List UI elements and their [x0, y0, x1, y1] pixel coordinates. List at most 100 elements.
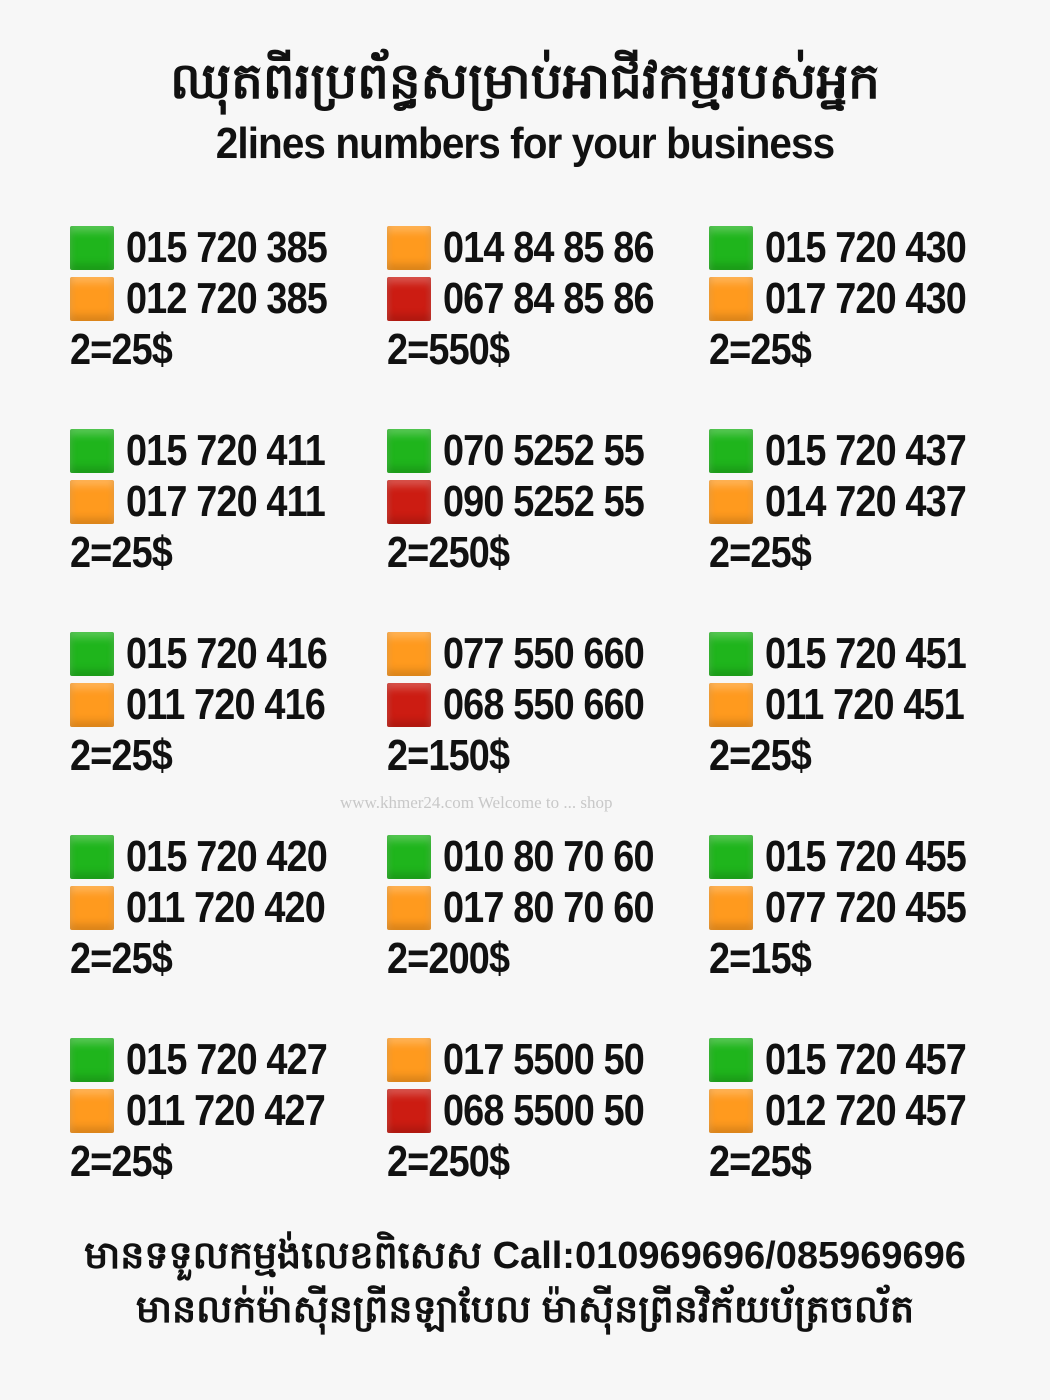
- phone-line: 010 80 70 60: [387, 831, 687, 882]
- operator-color-square-icon: [70, 276, 114, 321]
- set-price: 2=250$: [387, 528, 510, 577]
- operator-color-square-icon: [387, 834, 431, 879]
- number-set: 014 84 85 86 067 84 85 86 2=550$: [387, 222, 687, 376]
- phone-number: 015 720 411: [126, 426, 326, 475]
- number-set: 010 80 70 60 017 80 70 60 2=200$: [387, 831, 687, 985]
- set-price: 2=25$: [70, 1137, 173, 1186]
- phone-line: 068 5500 50: [387, 1085, 687, 1136]
- phone-number: 017 720 430: [765, 274, 967, 323]
- phone-number: 015 720 416: [126, 629, 328, 678]
- operator-color-square-icon: [387, 428, 431, 473]
- set-price: 2=25$: [709, 731, 812, 780]
- number-set: 015 720 430 017 720 430 2=25$: [709, 222, 1009, 376]
- number-set: 077 550 660 068 550 660 2=150$: [387, 628, 687, 782]
- operator-color-square-icon: [709, 1037, 753, 1082]
- phone-number: 011 720 427: [126, 1086, 326, 1135]
- number-set: 070 5252 55 090 5252 55 2=250$: [387, 425, 687, 579]
- phone-line: 014 720 437: [709, 476, 1009, 527]
- phone-line: 017 80 70 60: [387, 882, 687, 933]
- number-set: 015 720 437 014 720 437 2=25$: [709, 425, 1009, 579]
- phone-number: 015 720 420: [126, 832, 328, 881]
- operator-color-square-icon: [387, 479, 431, 524]
- set-price: 2=25$: [709, 1137, 812, 1186]
- phone-line: 015 720 416: [70, 628, 370, 679]
- phone-line: 011 720 451: [709, 679, 1009, 730]
- footer-call-line: មានទទួលកម្មង់លេខពិសេស Call:010969696/085…: [84, 1235, 966, 1277]
- number-set: 015 720 451 011 720 451 2=25$: [709, 628, 1009, 782]
- phone-line: 015 720 411: [70, 425, 370, 476]
- set-price: 2=150$: [387, 731, 510, 780]
- phone-line: 090 5252 55: [387, 476, 687, 527]
- phone-line: 015 720 427: [70, 1034, 370, 1085]
- phone-line: 011 720 427: [70, 1085, 370, 1136]
- title-khmer: ឈុតពីរប្រព័ន្ធសម្រាប់អាជីវកម្មរបស់អ្នក: [170, 53, 880, 109]
- watermark: www.khmer24.com Welcome to ... shop: [340, 793, 613, 812]
- phone-line: 015 720 451: [709, 628, 1009, 679]
- phone-line: 070 5252 55: [387, 425, 687, 476]
- phone-number: 010 80 70 60: [443, 832, 654, 881]
- operator-color-square-icon: [70, 225, 114, 270]
- operator-color-square-icon: [709, 225, 753, 270]
- phone-line: 017 720 411: [70, 476, 370, 527]
- number-set: 015 720 420 011 720 420 2=25$: [70, 831, 370, 985]
- operator-color-square-icon: [70, 885, 114, 930]
- number-set: 015 720 416 011 720 416 2=25$: [70, 628, 370, 782]
- phone-line: 015 720 437: [709, 425, 1009, 476]
- phone-number: 068 5500 50: [443, 1086, 645, 1135]
- operator-color-square-icon: [709, 276, 753, 321]
- phone-line: 077 720 455: [709, 882, 1009, 933]
- phone-number: 077 550 660: [443, 629, 645, 678]
- phone-number: 015 720 455: [765, 832, 967, 881]
- operator-color-square-icon: [387, 631, 431, 676]
- phone-line: 015 720 457: [709, 1034, 1009, 1085]
- phone-line: 015 720 385: [70, 222, 370, 273]
- footer-printer-line: មានលក់ម៉ាស៊ីនព្រីនឡាបែល ម៉ាស៊ីនព្រីនវិក័…: [135, 1289, 915, 1331]
- operator-color-square-icon: [70, 834, 114, 879]
- phone-line: 015 720 430: [709, 222, 1009, 273]
- phone-number: 014 84 85 86: [443, 223, 654, 272]
- operator-color-square-icon: [387, 276, 431, 321]
- set-price: 2=250$: [387, 1137, 510, 1186]
- operator-color-square-icon: [709, 834, 753, 879]
- operator-color-square-icon: [709, 682, 753, 727]
- operator-color-square-icon: [70, 1088, 114, 1133]
- operator-color-square-icon: [70, 631, 114, 676]
- phone-line: 011 720 416: [70, 679, 370, 730]
- phone-number: 015 720 385: [126, 223, 328, 272]
- number-sets-grid: 015 720 385 012 720 385 2=25$ 014 84 85 86 0…: [0, 222, 1050, 1202]
- set-price: 2=25$: [709, 325, 812, 374]
- phone-number: 017 80 70 60: [443, 883, 654, 932]
- phone-number: 014 720 437: [765, 477, 967, 526]
- operator-color-square-icon: [709, 885, 753, 930]
- phone-line: 011 720 420: [70, 882, 370, 933]
- operator-color-square-icon: [70, 479, 114, 524]
- phone-number: 015 720 437: [765, 426, 967, 475]
- operator-color-square-icon: [387, 885, 431, 930]
- number-set: 015 720 457 012 720 457 2=25$: [709, 1034, 1009, 1188]
- phone-line: 012 720 385: [70, 273, 370, 324]
- phone-number: 017 5500 50: [443, 1035, 645, 1084]
- phone-number: 068 550 660: [443, 680, 645, 729]
- phone-line: 015 720 420: [70, 831, 370, 882]
- phone-number: 012 720 457: [765, 1086, 967, 1135]
- phone-number: 015 720 457: [765, 1035, 967, 1084]
- phone-number: 090 5252 55: [443, 477, 645, 526]
- operator-color-square-icon: [387, 682, 431, 727]
- phone-line: 012 720 457: [709, 1085, 1009, 1136]
- phone-line: 068 550 660: [387, 679, 687, 730]
- phone-number: 015 720 427: [126, 1035, 328, 1084]
- phone-number: 011 720 451: [765, 680, 965, 729]
- phone-number: 017 720 411: [126, 477, 326, 526]
- title-english: 2lines numbers for your business: [215, 119, 835, 168]
- phone-line: 017 720 430: [709, 273, 1009, 324]
- number-set: 015 720 427 011 720 427 2=25$: [70, 1034, 370, 1188]
- phone-number: 011 720 420: [126, 883, 326, 932]
- operator-color-square-icon: [709, 631, 753, 676]
- operator-color-square-icon: [387, 225, 431, 270]
- operator-color-square-icon: [387, 1088, 431, 1133]
- set-price: 2=25$: [70, 528, 173, 577]
- phone-line: 015 720 455: [709, 831, 1009, 882]
- phone-line: 017 5500 50: [387, 1034, 687, 1085]
- number-set: 017 5500 50 068 5500 50 2=250$: [387, 1034, 687, 1188]
- set-price: 2=25$: [70, 934, 173, 983]
